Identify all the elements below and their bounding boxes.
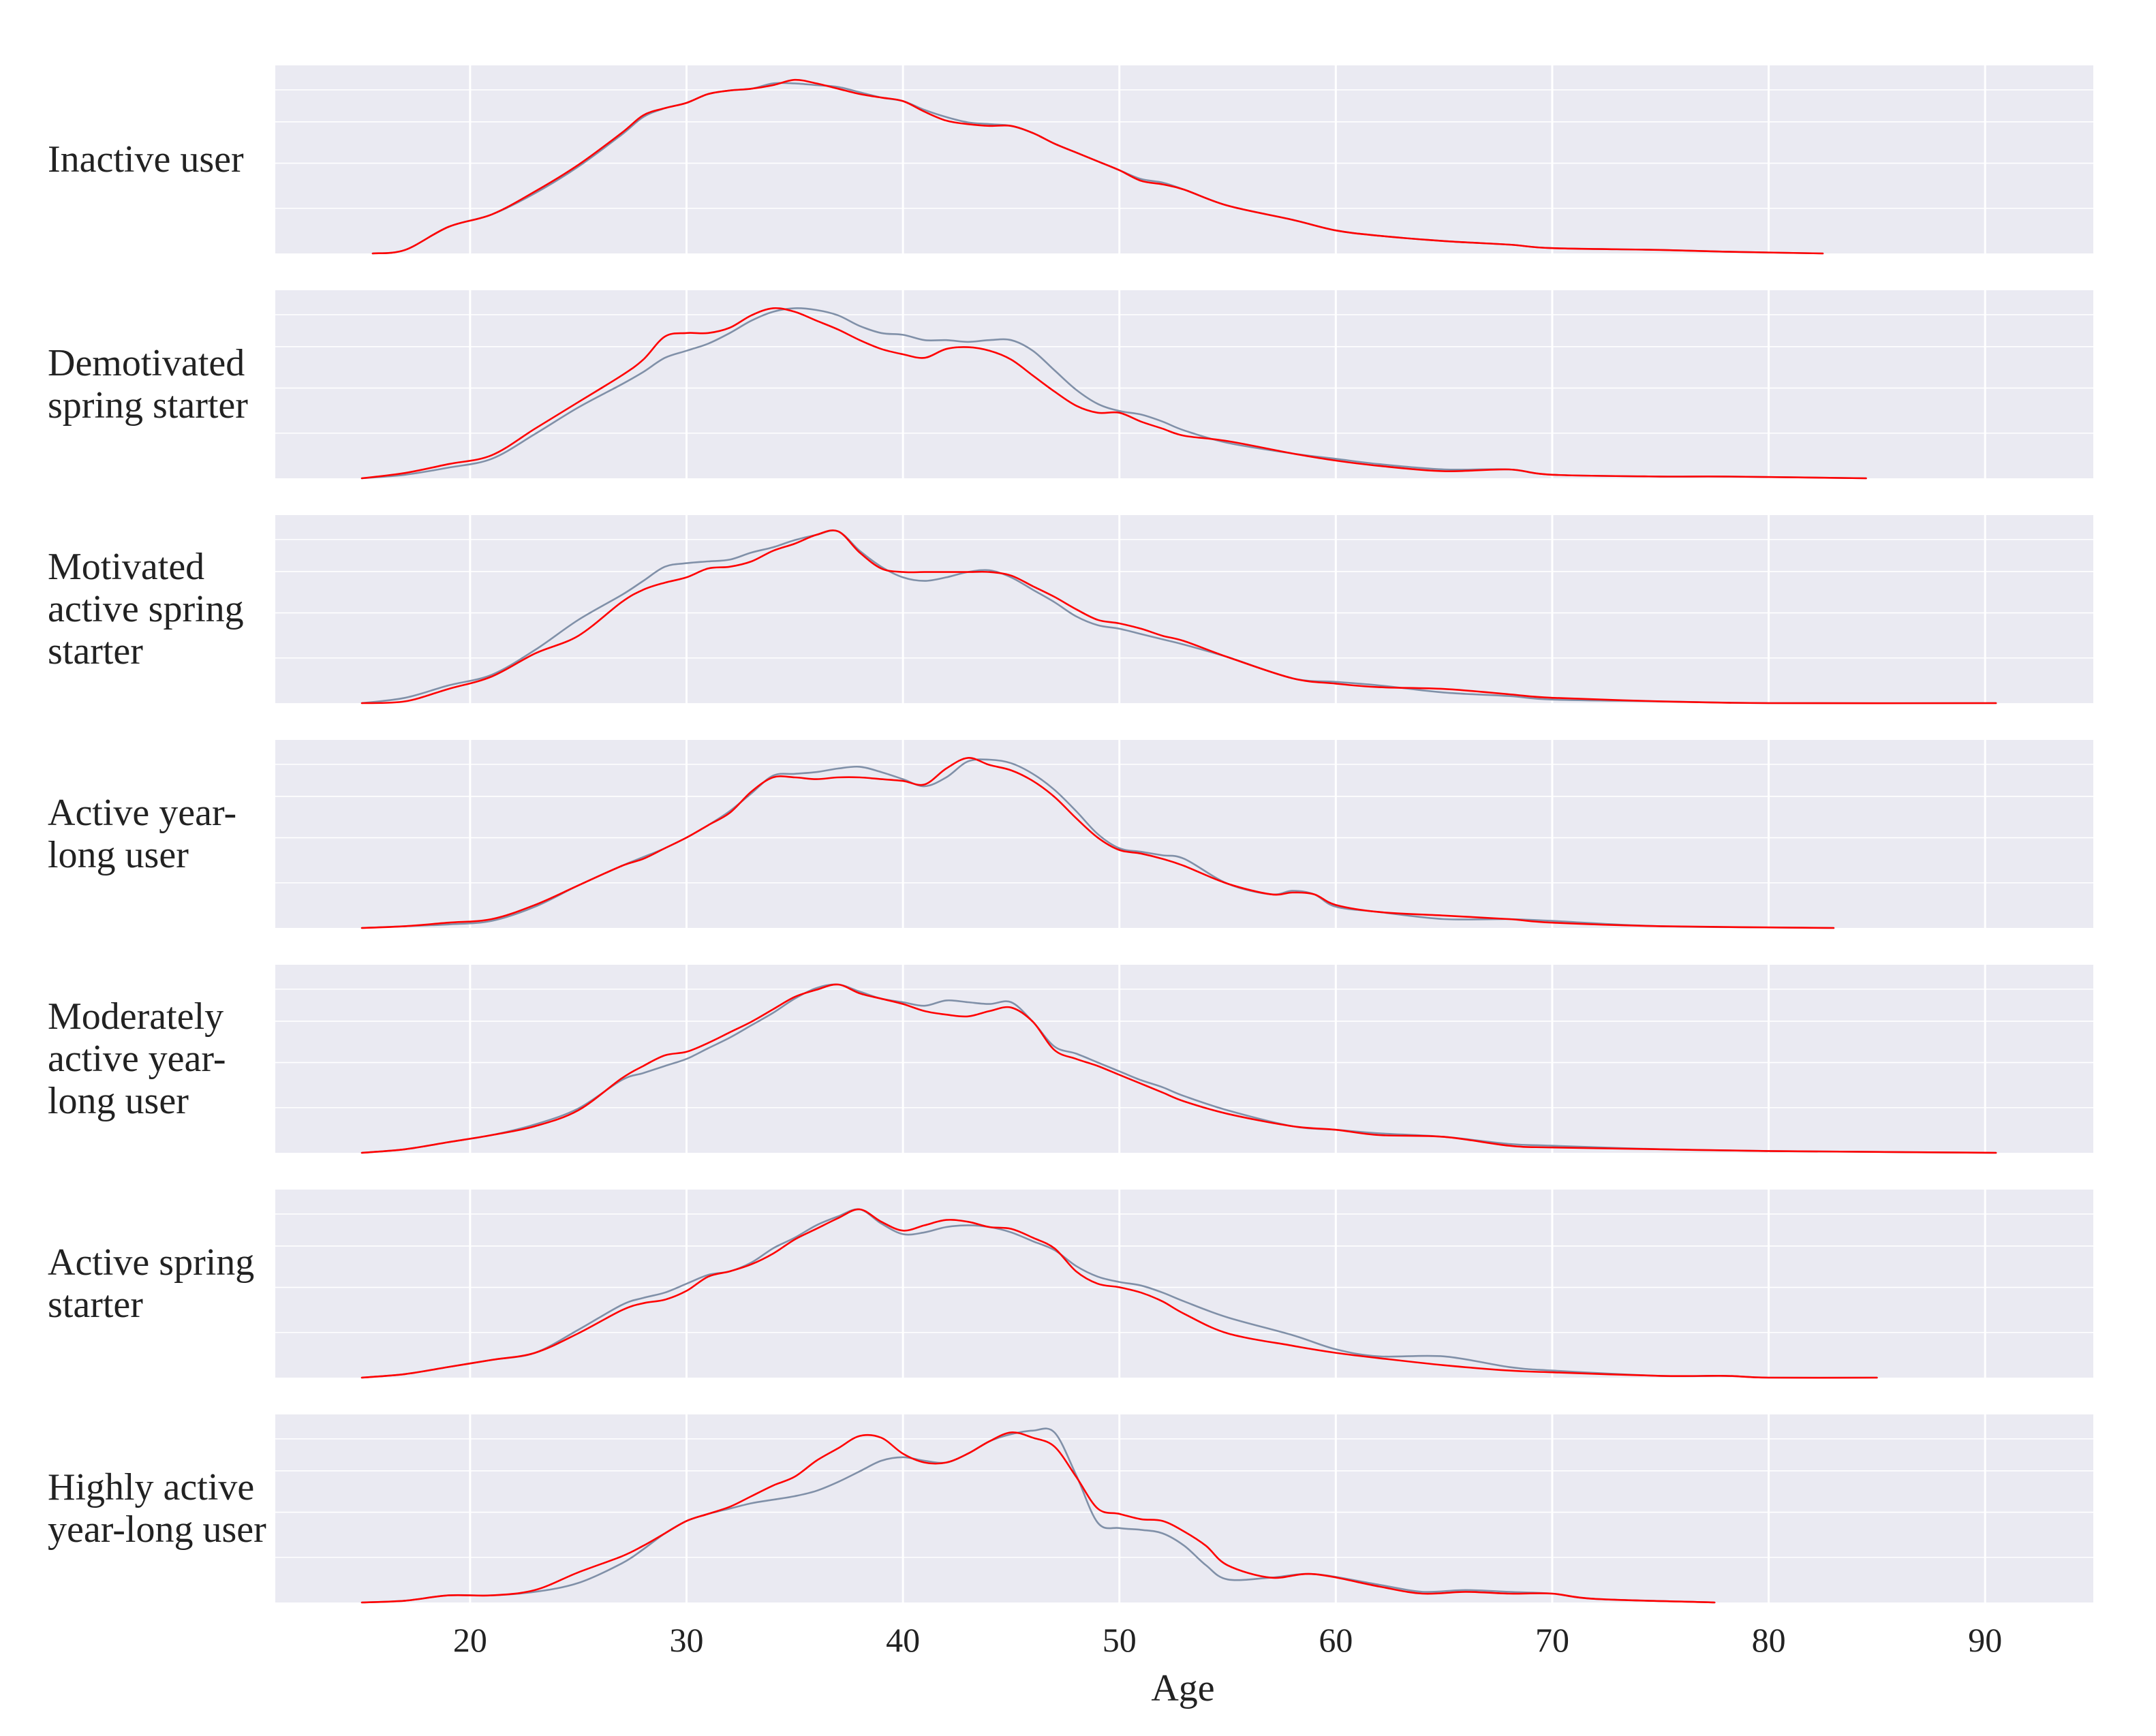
x-tick-label: 30 (669, 1621, 703, 1659)
row-label: long user (48, 1080, 189, 1122)
panel-3: Active year-long user (48, 740, 2093, 929)
row-label: active year- (48, 1038, 226, 1080)
density-curve-red (360, 529, 1997, 704)
x-tick-label: 60 (1319, 1621, 1353, 1659)
x-tick-label: 70 (1535, 1621, 1569, 1659)
density-curve-red (360, 307, 1867, 480)
x-tick-label: 90 (1968, 1621, 2002, 1659)
density-curve-red (360, 1208, 1878, 1379)
panel-background (275, 290, 2093, 478)
x-axis-title: Age (1151, 1667, 1214, 1709)
panel-background (275, 1414, 2093, 1602)
row-label: long user (48, 834, 189, 876)
panel-background (275, 65, 2093, 253)
row-label: Active spring (48, 1241, 254, 1284)
density-curve-red (360, 757, 1835, 929)
panel-background (275, 515, 2093, 703)
row-label: starter (48, 630, 143, 672)
row-label: Inactive user (48, 138, 244, 181)
panel-background (275, 740, 2093, 928)
row-label: spring starter (48, 384, 248, 427)
row-label: Motivated (48, 546, 204, 588)
x-tick-label: 50 (1103, 1621, 1137, 1659)
x-axis: 20 30 40 50 60 70 80 90 (453, 1621, 2002, 1659)
x-tick-label: 40 (886, 1621, 920, 1659)
density-curve-red (360, 1431, 1716, 1604)
row-label: year-long user (48, 1508, 266, 1551)
row-label: starter (48, 1284, 143, 1326)
row-label: active spring (48, 588, 244, 630)
x-tick-label: 20 (453, 1621, 487, 1659)
row-label: Active year- (48, 792, 236, 834)
panel-background (275, 965, 2093, 1153)
row-label: Moderately (48, 995, 224, 1038)
panel-0: Inactive user (48, 65, 2093, 255)
density-curve-gray (360, 307, 1867, 480)
density-curve-gray (360, 1208, 1878, 1379)
row-label: Demotivated (48, 342, 245, 384)
x-tick-label: 80 (1752, 1621, 1786, 1659)
row-label: Highly active (48, 1466, 254, 1508)
density-curve-red (360, 983, 1997, 1154)
panel-background (275, 1190, 2093, 1378)
density-curve-red (371, 78, 1824, 255)
